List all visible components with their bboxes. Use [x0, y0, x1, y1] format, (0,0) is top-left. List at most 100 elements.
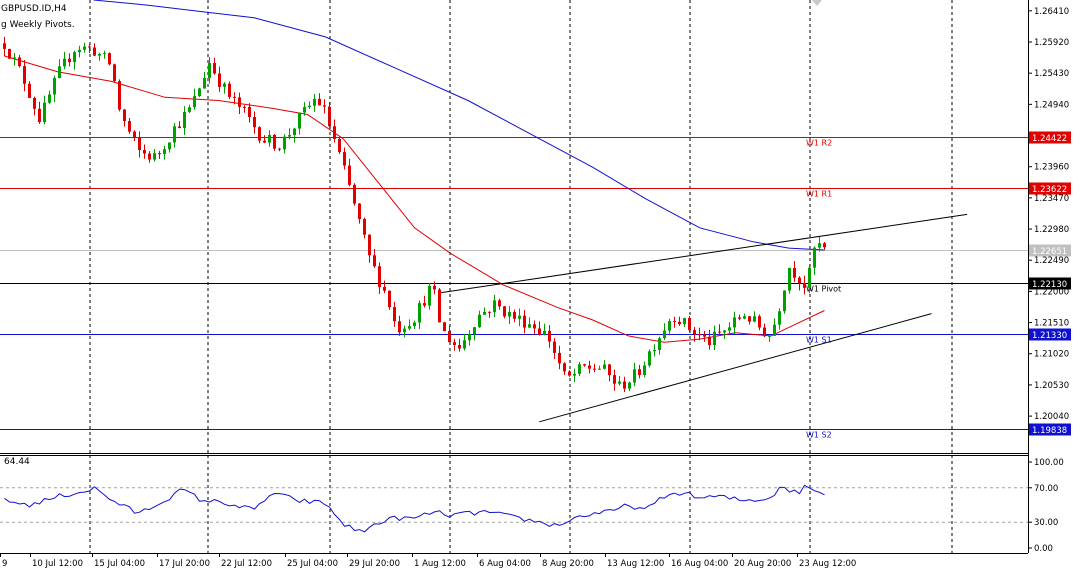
candle-body [683, 318, 686, 325]
candle-body [633, 369, 636, 383]
candle-body [128, 121, 131, 132]
chart-shift-marker[interactable] [812, 0, 822, 6]
candle-body [153, 153, 156, 160]
candle-body [218, 73, 221, 87]
pivot-name-label: W1 Pivot [806, 285, 841, 294]
candle-body [318, 98, 321, 106]
candle-body [53, 78, 56, 95]
time-tick-label: 10 Jul 12:00 [32, 559, 83, 569]
price-tick-label: 1.20530 [1034, 381, 1069, 391]
price-tick-label: 1.21020 [1034, 350, 1069, 360]
candle-body [653, 349, 656, 352]
candle-body [438, 289, 441, 323]
candle-body [298, 112, 301, 129]
candle-body [733, 317, 736, 328]
candle-body [453, 342, 456, 346]
indicator-title: g Weekly Pivots. [1, 20, 75, 30]
price-axis: 1.26410 1.25920 1.25430 1.24940 1.23960 1.234… [1028, 7, 1069, 422]
candle-body [768, 335, 771, 337]
candle-body [138, 138, 141, 150]
time-tick-label: 9 [2, 559, 7, 569]
chart-shift-triangle [812, 0, 822, 6]
candle-body [63, 58, 66, 67]
candle-body [553, 341, 556, 353]
candle-body [358, 203, 361, 220]
candle-body [353, 184, 356, 204]
candle-body [413, 322, 416, 327]
candle-body [543, 330, 546, 335]
candle-body [568, 371, 571, 376]
candle-body [338, 138, 341, 153]
candle-body [293, 128, 296, 136]
candle-body [78, 49, 81, 53]
candle-body [663, 330, 666, 339]
candle-body [603, 364, 606, 369]
candle-body [578, 364, 581, 374]
candle-body [528, 324, 531, 328]
candle-body [638, 369, 641, 375]
candle-body [598, 368, 601, 370]
candle-body [93, 47, 96, 56]
candles [3, 36, 826, 393]
candle-body [303, 107, 306, 113]
candle-body [428, 285, 431, 306]
pivot-price-tag [1029, 328, 1071, 341]
rsi-tick-label: 0.00 [1034, 544, 1053, 554]
pivot-name-label: W1 S2 [806, 431, 832, 440]
candle-body [283, 136, 286, 150]
candle-body [408, 326, 411, 329]
price-tick-label: 1.23960 [1034, 163, 1069, 173]
trendlines[interactable] [441, 213, 968, 423]
candle-body [508, 311, 511, 317]
candle-body [118, 81, 121, 110]
candle-body [448, 331, 451, 343]
pivot-price-tag [1029, 277, 1071, 290]
candle-body [643, 365, 646, 375]
candle-body [58, 66, 61, 79]
candle-body [538, 328, 541, 335]
time-tick-label: 23 Aug 12:00 [799, 559, 856, 569]
ma-fast-line [4, 55, 825, 343]
candle-body [803, 283, 806, 288]
time-tick-label: 25 Jul 04:00 [287, 559, 338, 569]
price-tick-label: 1.20040 [1034, 412, 1069, 422]
candle-body [333, 126, 336, 139]
candle-body [798, 277, 801, 284]
candle-body [143, 149, 146, 154]
rsi-tick-label: 30.00 [1034, 518, 1058, 528]
candle-body [668, 321, 671, 331]
candle-body [623, 381, 626, 389]
pivot-price-tag [1029, 182, 1071, 195]
candle-body [183, 111, 186, 128]
candle-body [98, 53, 101, 56]
pivot-price-tag [1029, 423, 1071, 436]
candle-body [783, 290, 786, 312]
time-tick-label: 13 Aug 12:00 [607, 559, 664, 569]
candle-body [28, 83, 31, 98]
price-tick-label: 1.22980 [1034, 225, 1069, 235]
candle-body [483, 311, 486, 315]
candle-body [208, 63, 211, 78]
candle-body [173, 126, 176, 143]
candle-body [403, 328, 406, 333]
candle-body [108, 53, 111, 65]
candle-body [503, 306, 506, 317]
ma-slow-line [93, 0, 825, 251]
candle-body [718, 331, 721, 333]
candle-body [233, 96, 236, 98]
time-tick-label: 22 Jul 12:00 [221, 559, 272, 569]
candle-body [778, 311, 781, 325]
candle-body [423, 303, 426, 306]
candle-body [563, 363, 566, 372]
price-tick-label: 1.26410 [1034, 7, 1069, 17]
candle-body [808, 267, 811, 288]
candle-body [818, 243, 821, 248]
candle-body [188, 107, 191, 112]
candle-body [23, 66, 26, 84]
candle-body [418, 303, 421, 323]
candle-body [823, 243, 826, 248]
candle-body [203, 77, 206, 89]
candle-body [168, 142, 171, 150]
candle-body [133, 131, 136, 139]
